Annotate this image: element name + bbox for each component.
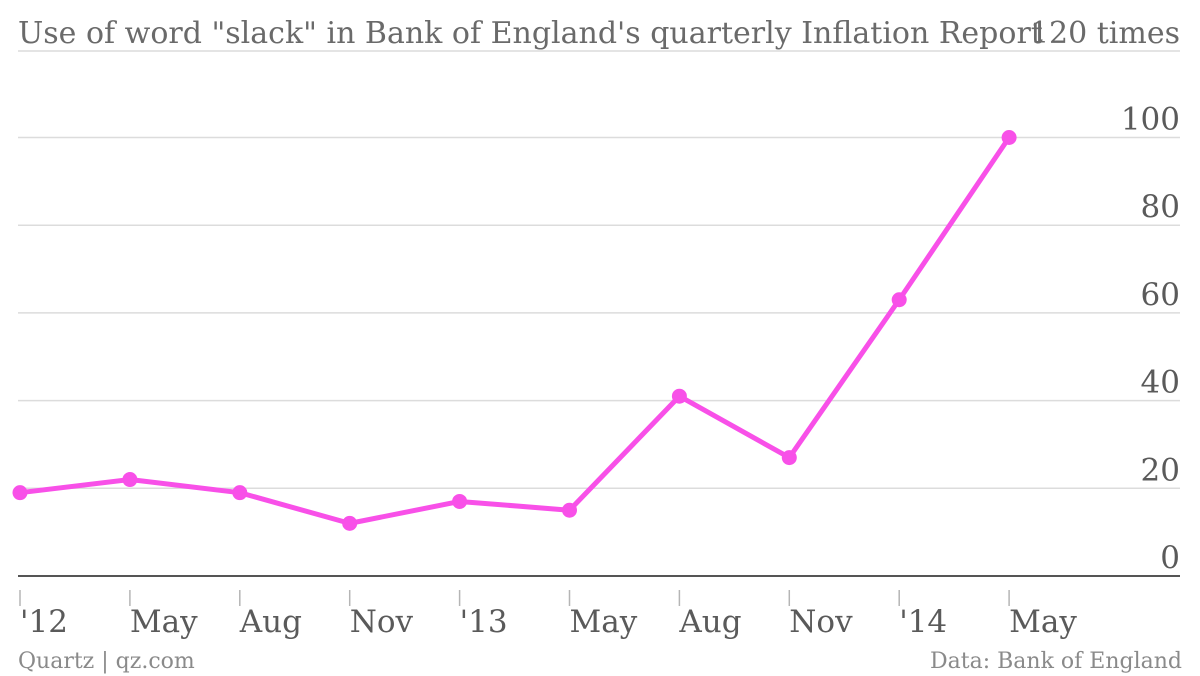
series-group [12, 130, 1017, 531]
x-tick-label: May [1009, 604, 1077, 640]
data-point [781, 450, 797, 466]
series-line [17, 135, 1012, 526]
y-tick-label: 20 [1141, 452, 1180, 488]
data-point [891, 292, 907, 308]
chart-title: Use of word "slack" in Bank of England's… [18, 16, 1043, 51]
x-tick-label: Nov [789, 604, 853, 640]
x-axis-ticks [19, 590, 1010, 606]
y-tick-label: 60 [1141, 277, 1180, 313]
x-tick-label: Nov [350, 604, 414, 640]
x-tick-label: '14 [899, 604, 947, 640]
data-point [12, 485, 28, 501]
data-source: Data: Bank of England [930, 649, 1182, 674]
x-tick-label: '12 [20, 604, 68, 640]
x-tick-label: May [570, 604, 638, 640]
data-point [562, 502, 577, 518]
y-tick-label: 100 [1121, 102, 1180, 138]
data-point [342, 515, 358, 531]
y-axis-unit-label: 120 times [1030, 16, 1180, 51]
x-tick-label: May [130, 604, 198, 640]
x-tick-label: Aug [678, 604, 741, 640]
data-point [671, 388, 687, 404]
x-tick-label: '13 [460, 604, 508, 640]
x-axis-tick-labels: '12 May Aug Nov '13 May Aug Nov '14 May [20, 604, 1077, 640]
y-tick-label: 40 [1141, 365, 1180, 401]
y-axis-tick-labels: 0 20 40 60 80 100 [1121, 102, 1180, 577]
data-point [1001, 130, 1017, 145]
source-credit: Quartz | qz.com [18, 649, 195, 674]
gridlines [18, 136, 1180, 577]
y-tick-label: 0 [1160, 540, 1180, 576]
data-point [232, 485, 248, 501]
data-point [122, 472, 138, 488]
y-tick-label: 80 [1141, 189, 1180, 225]
data-point [452, 493, 468, 509]
x-tick-label: Aug [239, 604, 302, 640]
